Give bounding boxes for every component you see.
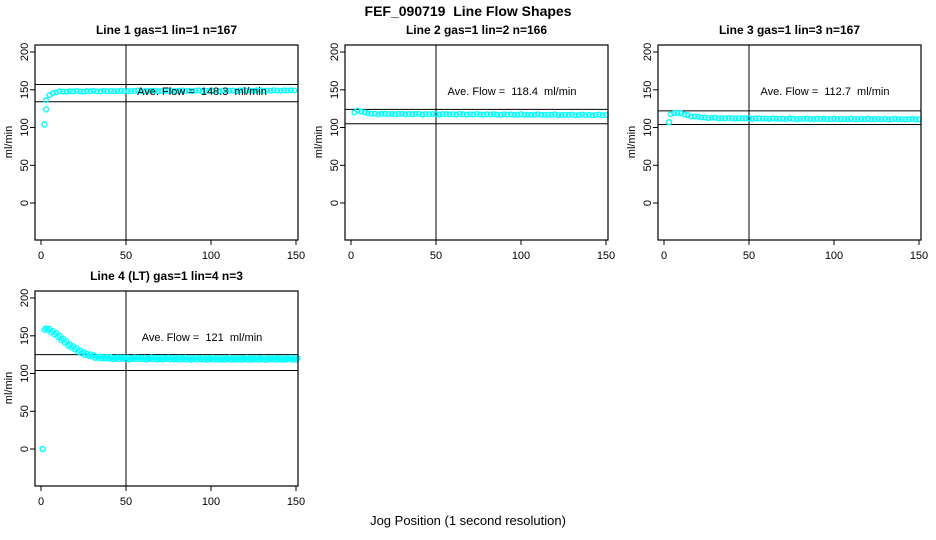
panel-title-1: Line 1 gas=1 lin=1 n=167 <box>95 23 238 37</box>
plot-canvas-line-2: 0 50 100 150 0 50 100 150 200 Ave. Flow = 118.4 m… <box>329 43 615 262</box>
panel-line-2: Line 2 gas=1 lin=2 n=166 ml/min 0 50 100 15… <box>310 20 622 268</box>
svg-text:200: 200 <box>329 43 341 61</box>
panel-line-4: Line 4 (LT) gas=1 lin=4 n=3 ml/min 0 50 10… <box>0 266 312 514</box>
svg-text:50: 50 <box>120 496 132 508</box>
panel-line-3: Line 3 gas=1 lin=3 n=167 ml/min 0 50 100 15… <box>623 20 935 268</box>
svg-text:100: 100 <box>19 118 31 136</box>
svg-text:0: 0 <box>19 446 31 452</box>
svg-text:100: 100 <box>512 250 530 262</box>
panel-title-2: Line 2 gas=1 lin=2 n=166 <box>405 23 548 37</box>
svg-text:0: 0 <box>19 200 31 206</box>
svg-text:Ave. Flow = 148.3 ml/min: Ave. Flow = 148.3 ml/min <box>137 86 267 98</box>
svg-text:100: 100 <box>329 118 341 136</box>
svg-text:50: 50 <box>19 159 31 171</box>
svg-text:50: 50 <box>743 250 755 262</box>
svg-text:0: 0 <box>642 200 654 206</box>
svg-text:150: 150 <box>19 327 31 345</box>
svg-text:100: 100 <box>642 118 654 136</box>
svg-text:150: 150 <box>642 81 654 99</box>
svg-text:150: 150 <box>287 250 305 262</box>
svg-text:50: 50 <box>642 159 654 171</box>
svg-text:100: 100 <box>202 496 220 508</box>
plot-canvas-line-1: 0 50 100 150 0 50 100 150 200 Ave. Flow = 148.3 m… <box>19 43 305 262</box>
svg-text:50: 50 <box>19 405 31 417</box>
svg-text:150: 150 <box>597 250 615 262</box>
panel-line-1: Line 1 gas=1 lin=1 n=167 ml/min 0 50 100 15… <box>0 20 312 268</box>
svg-text:150: 150 <box>910 250 928 262</box>
svg-text:Ave. Flow = 121 ml/min: Ave. Flow = 121 ml/min <box>142 332 263 344</box>
svg-text:200: 200 <box>19 43 31 61</box>
svg-text:100: 100 <box>825 250 843 262</box>
svg-text:Ave. Flow = 118.4 ml/min: Ave. Flow = 118.4 ml/min <box>448 86 577 98</box>
svg-text:200: 200 <box>19 289 31 307</box>
svg-text:0: 0 <box>38 496 44 508</box>
svg-text:0: 0 <box>348 250 354 262</box>
svg-text:100: 100 <box>202 250 220 262</box>
svg-text:150: 150 <box>19 81 31 99</box>
svg-text:0: 0 <box>38 250 44 262</box>
figure-title: FEF_090719 Line Flow Shapes <box>364 3 572 19</box>
svg-text:100: 100 <box>19 364 31 382</box>
plot-canvas-line-4: 0 50 100 150 0 50 100 150 200 Ave. Flow = 121 ml/… <box>19 289 305 508</box>
svg-text:0: 0 <box>329 200 341 206</box>
svg-text:50: 50 <box>430 250 442 262</box>
svg-text:50: 50 <box>329 159 341 171</box>
x-axis-label: Jog Position (1 second resolution) <box>370 513 566 528</box>
panel-title-4: Line 4 (LT) gas=1 lin=4 n=3 <box>90 269 243 283</box>
svg-text:Ave. Flow = 112.7 ml/min: Ave. Flow = 112.7 ml/min <box>761 86 890 98</box>
plot-canvas-line-3: 0 50 100 150 0 50 100 150 200 Ave. Flow = 112.7 m… <box>642 43 928 262</box>
panel-title-3: Line 3 gas=1 lin=3 n=167 <box>718 23 861 37</box>
svg-text:150: 150 <box>329 81 341 99</box>
svg-text:150: 150 <box>287 496 305 508</box>
svg-text:0: 0 <box>661 250 667 262</box>
svg-text:50: 50 <box>120 250 132 262</box>
svg-text:200: 200 <box>642 43 654 61</box>
